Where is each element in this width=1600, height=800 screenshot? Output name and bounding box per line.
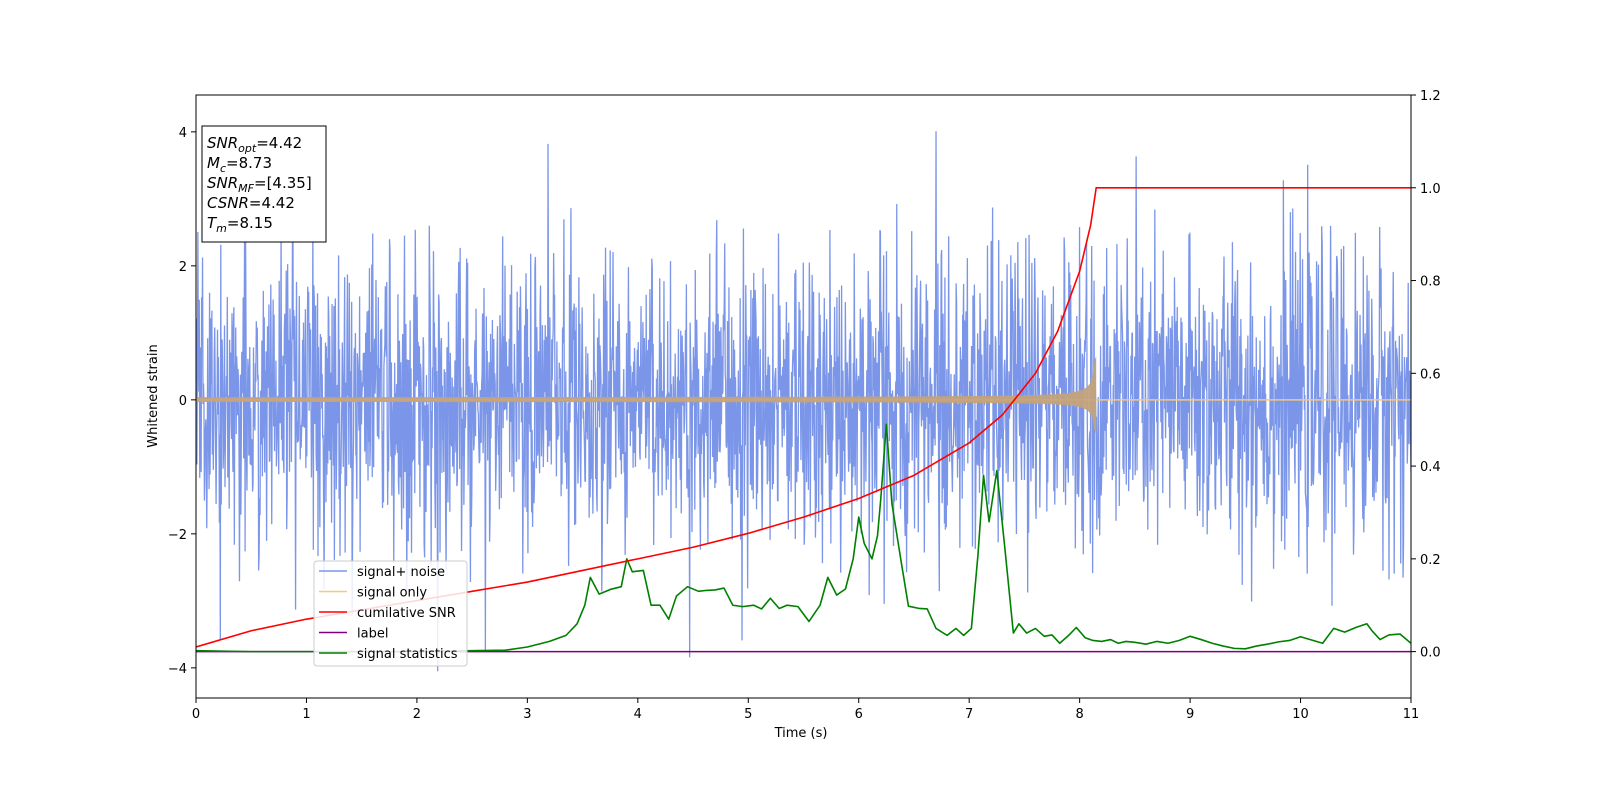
x-axis-label: Time (s) [774, 726, 828, 741]
y-right-tick-label: 0.0 [1420, 646, 1441, 661]
x-tick-label: 1 [302, 707, 310, 722]
x-tick-label: 5 [744, 707, 752, 722]
legend-label: signal+ noise [357, 565, 445, 580]
plot-frame [195, 94, 1412, 699]
x-tick-label: 3 [523, 707, 531, 722]
y-right-tick-label: 0.4 [1420, 460, 1441, 475]
y-right-tick-label: 1.2 [1420, 89, 1441, 104]
axes-layer: 0 1 2 3 4 5 6 7 8 9 10 11 −4 −2 0 2 4 0.0 0.2 0.4 0.6 0.8 1.0 1… [168, 89, 1441, 722]
y-right-tick-label: 0.6 [1420, 367, 1441, 382]
info-box-frame [201, 125, 327, 243]
x-tick-label: 4 [634, 707, 642, 722]
y-left-tick-label: 0 [179, 394, 187, 409]
x-tick-label: 9 [1186, 707, 1194, 722]
legend-frame [313, 560, 468, 667]
series-signal-plus-noise [196, 131, 1411, 672]
info-line: SNRMF=[4.35] [207, 174, 312, 195]
x-tick-label: 6 [855, 707, 863, 722]
x-tick-label: 8 [1075, 707, 1083, 722]
x-tick-label: 2 [413, 707, 421, 722]
legend-label: cumilative SNR [357, 606, 456, 621]
y-left-tick-label: 2 [179, 260, 187, 275]
y-right-tick-label: 0.8 [1420, 275, 1441, 290]
series-signal-statistics [196, 423, 1411, 653]
x-tick-label: 10 [1292, 707, 1309, 722]
x-tick-label: 0 [192, 707, 200, 722]
legend-label: label [357, 627, 388, 642]
y-right-tick-label: 1.0 [1420, 182, 1441, 197]
y-left-tick-label: 4 [179, 126, 187, 141]
info-line: CSNR=4.42 [207, 194, 295, 212]
x-tick-label: 7 [965, 707, 973, 722]
info-line: Mc=8.73 [207, 154, 272, 175]
y-right-tick-label: 0.2 [1420, 553, 1441, 568]
legend: signal+ noise signal only cumilative SNR la… [313, 560, 468, 667]
info-line: Tm=8.15 [207, 214, 273, 235]
x-tick-label: 11 [1403, 707, 1420, 722]
y-axis-label: Whitened strain [146, 344, 161, 447]
legend-label: signal statistics [357, 647, 458, 662]
y-left-tick-label: −4 [168, 662, 187, 677]
info-line: SNRopt=4.42 [207, 134, 302, 155]
y-left-tick-label: −2 [168, 528, 187, 543]
legend-label: signal only [357, 586, 427, 601]
